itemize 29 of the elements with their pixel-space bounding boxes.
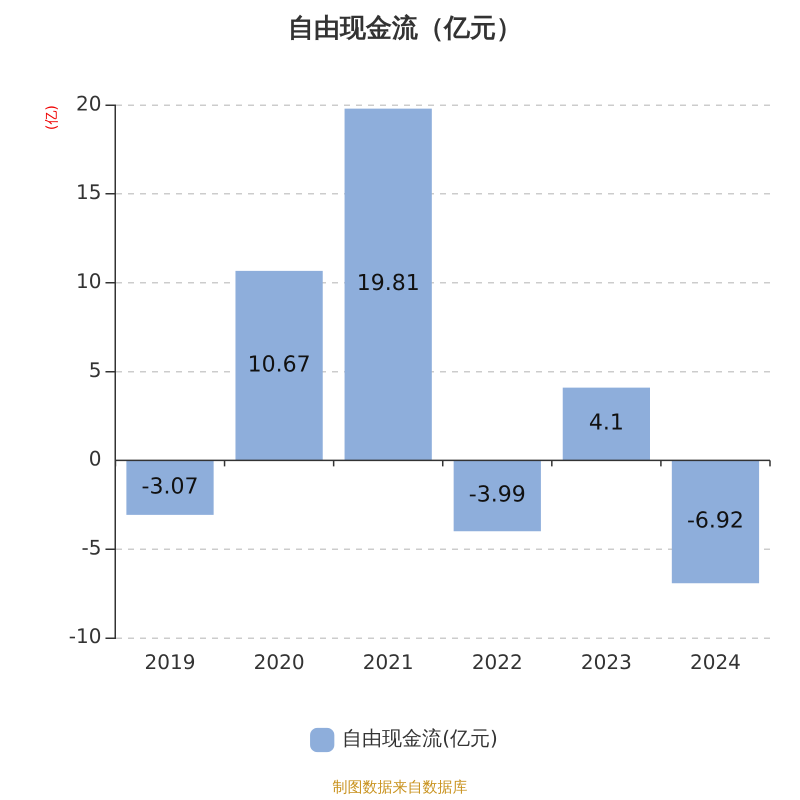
legend-label: 自由现金流(亿元) <box>342 726 498 750</box>
bar <box>454 460 541 532</box>
data-label: 4.1 <box>588 410 624 436</box>
data-label: -6.92 <box>686 508 744 534</box>
data-label: 10.67 <box>248 352 311 378</box>
x-tick-label: 2021 <box>362 650 414 674</box>
y-tick-label: 5 <box>88 358 102 382</box>
y-tick-label: 10 <box>76 269 102 294</box>
y-tick-label: 20 <box>76 91 102 116</box>
x-tick-label: 2022 <box>472 650 523 674</box>
data-label: -3.07 <box>142 474 198 500</box>
bar <box>672 460 760 584</box>
y-axis-title: (亿) <box>44 105 60 130</box>
x-tick-label: 2024 <box>690 650 741 674</box>
x-tick-label: 2023 <box>580 650 632 674</box>
data-label: -3.99 <box>468 482 526 508</box>
bar <box>344 108 432 460</box>
x-tick-label: 2020 <box>254 650 305 674</box>
chart-title: 自由现金流（亿元） <box>288 13 522 44</box>
y-tick-label: 15 <box>76 180 102 204</box>
y-tick-label: -10 <box>68 624 102 648</box>
bar <box>126 460 214 515</box>
text: 制图数据来自数据库 <box>332 778 468 796</box>
y-tick-label: -5 <box>82 535 102 560</box>
data-label: 19.81 <box>356 271 420 296</box>
x-tick-label: 2019 <box>144 650 196 674</box>
bar <box>562 388 650 460</box>
bar <box>235 270 323 460</box>
y-tick-label: 0 <box>88 446 102 471</box>
